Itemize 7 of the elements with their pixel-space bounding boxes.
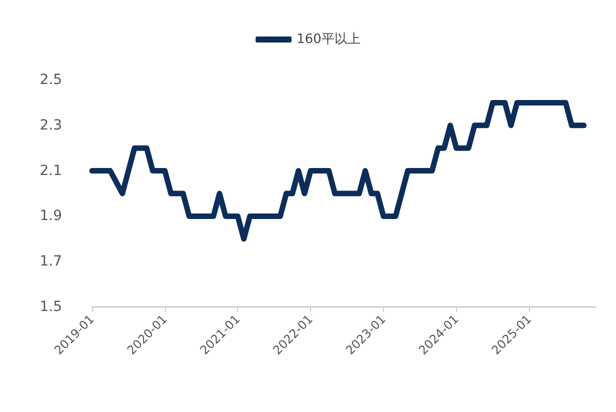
legend-label: 160平以上 bbox=[296, 32, 360, 47]
y-tick-label: 2.3 bbox=[40, 117, 62, 134]
y-tick-label: 1.9 bbox=[40, 208, 62, 224]
y-tick-label: 1.7 bbox=[40, 254, 62, 270]
y-tick-label: 1.5 bbox=[40, 299, 62, 315]
y-tick-label: 2.5 bbox=[40, 72, 62, 88]
y-tick-label: 2.1 bbox=[40, 162, 62, 179]
